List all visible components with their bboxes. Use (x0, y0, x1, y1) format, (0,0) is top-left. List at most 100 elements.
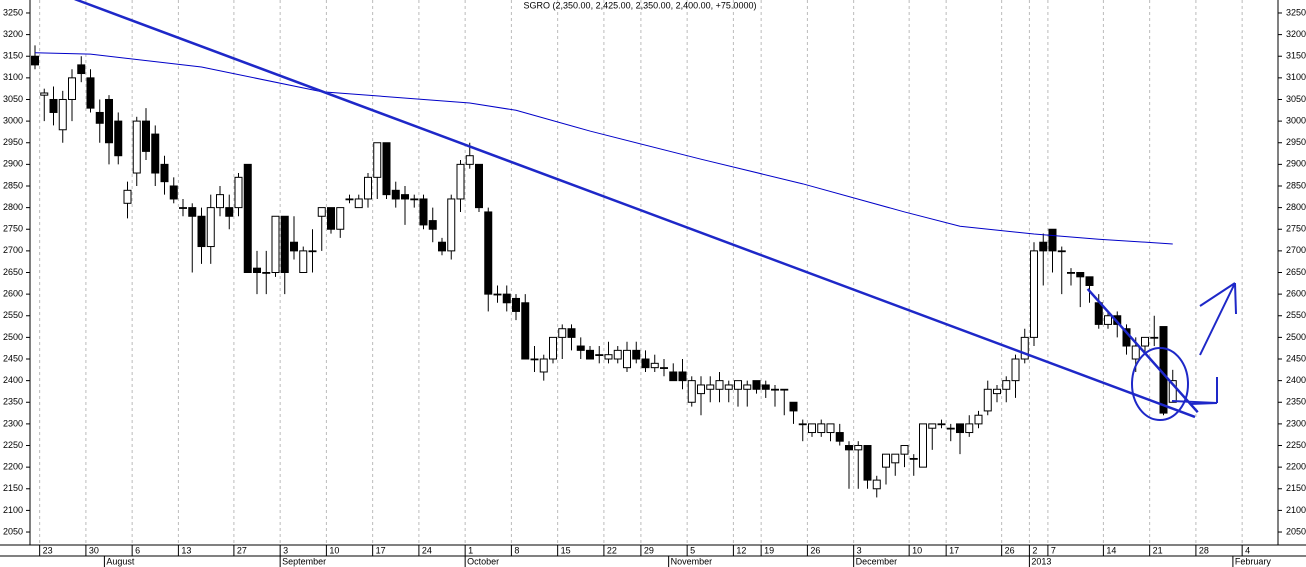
y2-tick-label: 3000 (1286, 115, 1306, 125)
y-tick-label: 3000 (3, 115, 23, 125)
candle-body (854, 445, 863, 451)
candle-body (687, 380, 696, 403)
candle-body (364, 176, 372, 200)
month-label: February (1235, 556, 1272, 566)
candle-body (623, 349, 631, 369)
y2-tick-label: 2250 (1286, 440, 1306, 450)
chart-title: SGRO (2,350.00, 2,425.00, 2,350.00, 2,40… (524, 0, 757, 10)
grid (39, 0, 1243, 545)
x-tick-label: 29 (644, 545, 654, 555)
y2-tick-label: 2700 (1286, 245, 1306, 255)
candle-body (308, 250, 317, 253)
candle-body (290, 241, 298, 252)
y2-tick-label: 3200 (1286, 29, 1306, 39)
up-arrow (1199, 282, 1237, 356)
candle-body (817, 423, 826, 434)
candle-body (31, 55, 39, 66)
candle-body (706, 384, 715, 390)
y-tick-label: 2300 (3, 418, 23, 428)
candle-body (697, 384, 705, 395)
trendline (74, 0, 1196, 419)
candle-body (475, 163, 483, 209)
y2-tick-label: 2650 (1286, 267, 1306, 277)
candle-body (447, 198, 456, 252)
y2-tick-label: 3250 (1286, 7, 1306, 17)
y-tick-label: 2800 (3, 202, 23, 212)
candle-body (188, 207, 197, 217)
x-tick-label: 26 (1005, 545, 1015, 555)
candle-body (160, 163, 169, 183)
y2-tick-label: 2300 (1286, 418, 1306, 428)
candle-body (826, 423, 835, 434)
month-label: October (467, 556, 499, 566)
y-tick-label: 2400 (3, 375, 23, 385)
candle-body (539, 358, 548, 373)
y2-tick-label: 2900 (1286, 159, 1306, 169)
candle-body (68, 77, 76, 100)
candle-body (613, 349, 622, 360)
candle-body (1085, 276, 1094, 286)
x-tick-label: 13 (181, 545, 191, 555)
candle-body (114, 120, 123, 157)
candle-body (993, 388, 1001, 395)
candle-body (761, 384, 770, 390)
candle-body (493, 293, 502, 296)
y2-tick-label: 2100 (1286, 505, 1306, 515)
candle-body (928, 423, 937, 429)
candle-body (1020, 336, 1029, 360)
y2-tick-label: 2800 (1286, 202, 1306, 212)
candle-body (1076, 272, 1085, 278)
y-tick-label: 2700 (3, 245, 23, 255)
y-tick-label: 2450 (3, 353, 23, 363)
x-tick-label: 3 (283, 545, 288, 555)
x-tick-label: 2 (1032, 545, 1037, 555)
y-tick-label: 3250 (3, 7, 23, 17)
candle-body (105, 98, 113, 144)
y2-tick-label: 2050 (1286, 526, 1306, 536)
candle-body (974, 414, 983, 425)
y2-tick-label: 2150 (1286, 483, 1306, 493)
x-tick-label: 19 (764, 545, 774, 555)
month-label: August (106, 556, 135, 566)
y-tick-label: 3050 (3, 94, 23, 104)
y2-tick-label: 2350 (1286, 397, 1306, 407)
y2-tick-label: 2750 (1286, 224, 1306, 234)
candle-body (983, 388, 992, 412)
y2-tick-label: 2200 (1286, 462, 1306, 472)
y-tick-label: 2600 (3, 289, 23, 299)
x-tick-label: 17 (949, 545, 959, 555)
y2-tick-label: 3150 (1286, 51, 1306, 61)
y2-tick-label: 2400 (1286, 375, 1306, 385)
candle-body (49, 98, 58, 113)
month-label: 2013 (1031, 556, 1051, 566)
candle-body (1057, 250, 1066, 253)
candle-body (946, 427, 955, 430)
x-tick-label: 1 (468, 545, 473, 555)
candle-body (549, 336, 557, 360)
trendline (1086, 288, 1199, 414)
right-arrow (1171, 377, 1218, 405)
candle-body (752, 380, 761, 390)
candle-body (225, 207, 234, 217)
candle-body (391, 189, 400, 200)
candle-body (530, 358, 539, 361)
x-tick-label: 10 (912, 545, 922, 555)
y-tick-label: 2350 (3, 397, 23, 407)
candle-body (234, 176, 243, 209)
y-tick-label: 2650 (3, 267, 23, 277)
y2-tick-label: 3050 (1286, 94, 1306, 104)
candle-body (909, 457, 918, 460)
y-tick-label: 2100 (3, 505, 23, 515)
candle-body (179, 207, 187, 209)
candle-body (95, 111, 104, 124)
x-tick-label: 14 (1106, 545, 1116, 555)
candle-body (1039, 241, 1048, 252)
candle-body (1011, 358, 1020, 382)
y-tick-label: 2500 (3, 332, 23, 342)
candle-body (1094, 302, 1103, 325)
plot (31, 0, 1199, 498)
candle-body (734, 380, 742, 390)
month-label: September (282, 556, 326, 566)
x-tick-label: 6 (135, 545, 140, 555)
candle-body (715, 380, 724, 390)
